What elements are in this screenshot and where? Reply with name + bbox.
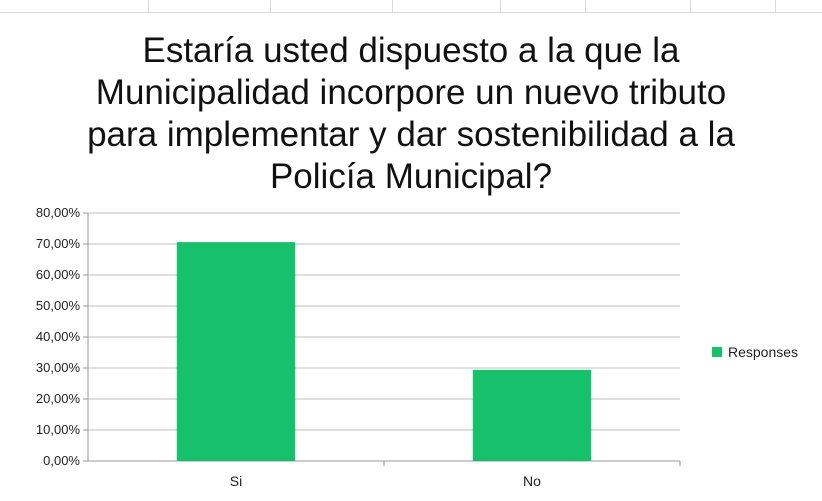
chart-title-line: para implementar y dar sostenibilidad a …	[87, 115, 735, 154]
column-separator	[392, 0, 393, 12]
worksheet-top-border	[0, 0, 822, 13]
column-separator	[585, 0, 586, 12]
y-tick-label: 20,00%	[36, 391, 81, 406]
legend-label: Responses	[728, 344, 799, 360]
y-tick-label: 40,00%	[36, 329, 81, 344]
y-tick-label: 70,00%	[36, 236, 81, 251]
x-tick-label: No	[523, 473, 541, 489]
y-tick-label: 50,00%	[36, 298, 81, 313]
y-tick-label: 0,00%	[43, 453, 80, 468]
column-separator	[690, 0, 691, 12]
legend-swatch	[712, 347, 722, 357]
bar-no	[472, 369, 592, 461]
column-separator	[500, 0, 501, 12]
column-separator	[775, 0, 776, 12]
y-tick-label: 10,00%	[36, 422, 81, 437]
y-tick-label: 30,00%	[36, 360, 81, 375]
y-tick-label: 60,00%	[36, 267, 81, 282]
chart-title-line: Policía Municipal?	[269, 157, 553, 196]
chart-legend: Responses	[712, 344, 798, 360]
bar-si	[176, 242, 296, 461]
chart-title: Estaría usted dispuesto a la que la Muni…	[40, 30, 782, 198]
column-separator	[148, 0, 149, 12]
column-separator	[270, 0, 271, 12]
chart-title-line: Estaría usted dispuesto a la que la	[142, 31, 680, 70]
y-tick-label: 80,00%	[36, 205, 81, 220]
x-tick-label: Si	[230, 473, 242, 489]
chart-title-line: Municipalidad incorpore un nuevo tributo	[95, 73, 727, 112]
